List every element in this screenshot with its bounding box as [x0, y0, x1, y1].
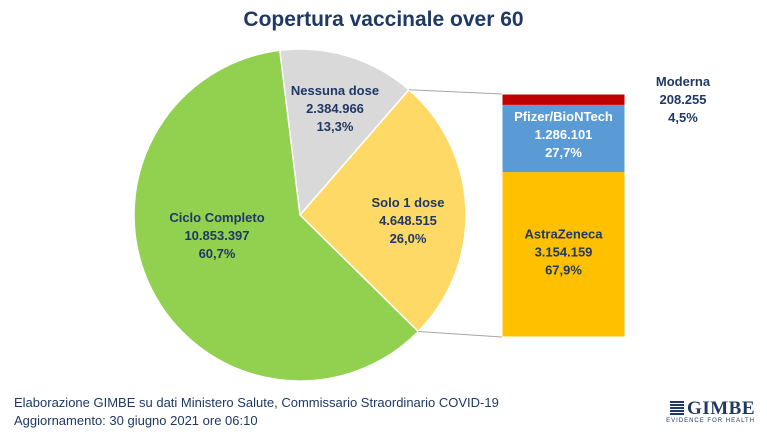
bar-segment-astrazeneca	[502, 172, 625, 337]
pie-slice-ciclo-completo	[133, 49, 420, 382]
bar-segment-moderna	[502, 94, 625, 105]
bar-segment-pfizer-biontech	[502, 104, 625, 173]
gimbe-logo: GIMBE EVIDENCE FOR HEALTH	[666, 398, 755, 424]
pie-value-ciclo-completo: 10.853.397	[184, 228, 249, 243]
pie-pct-nessuna-dose: 13,3%	[317, 119, 354, 134]
bar-pct-astrazeneca: 67,9%	[545, 263, 582, 278]
bar-label-moderna: Moderna	[656, 74, 711, 89]
bar-value-moderna: 208.255	[660, 92, 707, 107]
bar-pct-pfizer-biontech: 27,7%	[545, 145, 582, 160]
pie-label-ciclo-completo: Ciclo Completo	[169, 210, 264, 225]
pie-slice-solo-1-dose	[298, 88, 467, 333]
bar-value-pfizer-biontech: 1.286.101	[535, 127, 593, 142]
bar-pct-moderna: 4,5%	[668, 110, 698, 125]
connector-line-top	[408, 89, 503, 95]
pie-slice-nessuna-dose	[278, 48, 410, 217]
logo-mark-icon	[670, 401, 685, 415]
pie-value-nessuna-dose: 2.384.966	[306, 101, 364, 116]
pie-pct-ciclo-completo: 60,7%	[199, 246, 236, 261]
logo-name: GIMBE	[687, 398, 755, 419]
source-note: Elaborazione GIMBE su dati Ministero Sal…	[14, 395, 499, 410]
bar-value-astrazeneca: 3.154.159	[535, 245, 593, 260]
pie-label-solo-1-dose: Solo 1 dose	[372, 195, 445, 210]
pie-value-solo-1-dose: 4.648.515	[379, 213, 437, 228]
pie-pct-solo-1-dose: 26,0%	[390, 231, 427, 246]
pie-of-bar-chart: Ciclo Completo 10.853.397 60,7% Nessuna dos…	[133, 48, 711, 382]
chart-title: Copertura vaccinale over 60	[243, 8, 524, 31]
footer: Elaborazione GIMBE su dati Ministero Sal…	[14, 394, 499, 430]
logo-tagline: EVIDENCE FOR HEALTH	[666, 418, 755, 424]
connector-line-bottom	[418, 330, 503, 338]
bar-label-astrazeneca: AstraZeneca	[524, 227, 603, 242]
bar-frame	[501, 93, 626, 338]
bar-label-pfizer-biontech: Pfizer/BioNTech	[514, 109, 613, 124]
update-note: Aggiornamento: 30 giugno 2021 ore 06:10	[14, 413, 258, 428]
pie-label-nessuna-dose: Nessuna dose	[291, 83, 379, 98]
